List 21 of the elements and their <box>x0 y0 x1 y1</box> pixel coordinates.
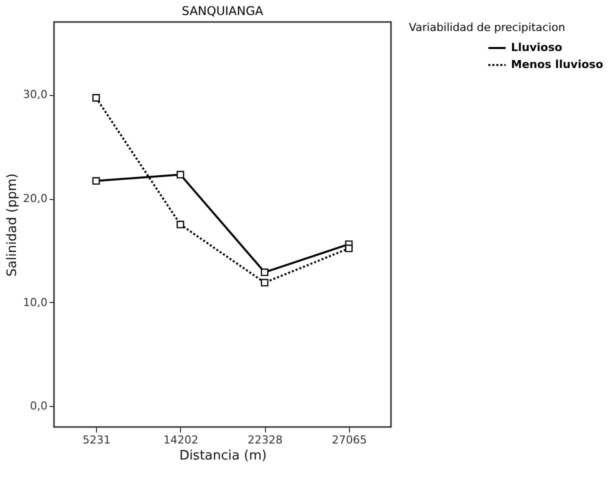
x-tick-label: 5231 <box>82 434 111 446</box>
legend-label: Lluvioso <box>511 41 563 54</box>
point <box>260 268 268 276</box>
x-tick-label: 22328 <box>248 434 283 446</box>
y-tick-label: 0,0 <box>30 400 48 413</box>
chart-title: SANQUIANGA <box>182 4 264 18</box>
legend-title: Variabilidad de precipitacion <box>408 21 566 34</box>
x-tick-label: 27065 <box>332 434 367 446</box>
point <box>92 177 100 185</box>
x-tick-label: 14202 <box>163 434 198 446</box>
point <box>176 220 184 228</box>
y-tick-label: 30,0 <box>23 88 48 102</box>
y-tick-label: 20,0 <box>23 192 48 206</box>
x-axis-title: Distancia (m) <box>179 448 267 464</box>
legend-label: Menos lluvioso <box>511 58 604 71</box>
y-tick-label: 10,0 <box>23 296 48 309</box>
point <box>176 170 184 178</box>
y-axis-title: Salinidad (ppm) <box>5 173 20 277</box>
point <box>260 278 268 286</box>
point <box>92 94 100 102</box>
point <box>345 244 353 252</box>
